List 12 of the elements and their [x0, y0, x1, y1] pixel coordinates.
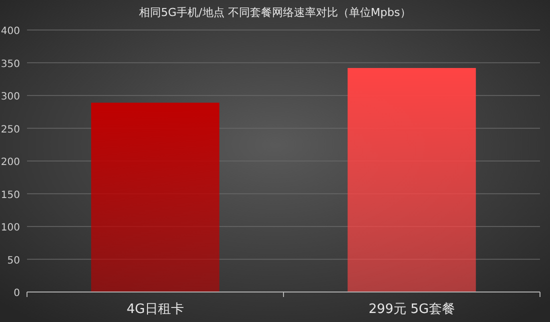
x-tick-label: 4G日租卡 — [126, 302, 184, 317]
y-tick-label: 350 — [0, 58, 20, 70]
y-tick-label: 250 — [0, 124, 20, 136]
x-tick-label: 299元 5G套餐 — [368, 302, 455, 317]
y-tick-label: 150 — [0, 190, 20, 201]
chart-title: 相同5G手机/地点 不同套餐网络速率对比（单位Mpbs） — [139, 6, 411, 19]
y-tick-label: 400 — [0, 26, 20, 37]
y-tick-label: 300 — [0, 92, 20, 102]
y-tick-label: 200 — [0, 157, 20, 168]
y-tick-label: 50 — [7, 255, 20, 266]
y-tick-label: 100 — [0, 222, 20, 234]
y-tick-label: 0 — [14, 288, 20, 299]
